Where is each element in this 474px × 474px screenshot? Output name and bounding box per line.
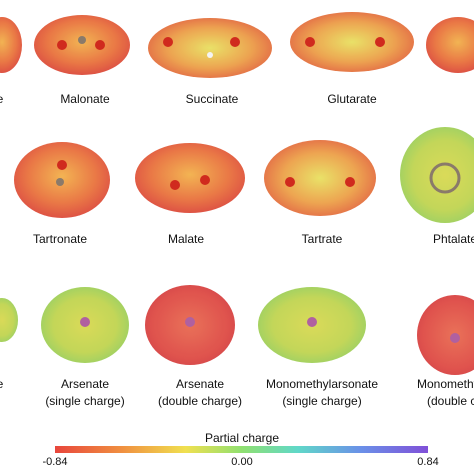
molecule-label: Malonate (60, 92, 110, 106)
molecule (400, 127, 474, 223)
molecule-label: Succinate (186, 92, 239, 106)
molecule-label: Monomethylarsonate (266, 377, 378, 391)
atoms (56, 36, 461, 343)
molecule (148, 18, 272, 78)
molecule-label: (single charge) (45, 394, 124, 408)
atom (80, 317, 90, 327)
molecule (0, 298, 18, 342)
molecule-label: Malate (168, 232, 204, 246)
atom (170, 180, 180, 190)
atom (185, 317, 195, 327)
molecule-label: (single charge) (282, 394, 361, 408)
atom (375, 37, 385, 47)
colorbar-title: Partial charge (205, 431, 279, 445)
molecule-label: Glutarate (327, 92, 377, 106)
molecule (417, 295, 474, 375)
molecule-label: Arsenate (61, 377, 109, 391)
molecule-label: Arsenate (176, 377, 224, 391)
atom (345, 177, 355, 187)
atom (450, 333, 460, 343)
atom (305, 37, 315, 47)
molecule-label: Tartrate (302, 232, 343, 246)
atom (57, 160, 67, 170)
atom (78, 36, 86, 44)
colorbar-tick: 0.00 (231, 456, 252, 468)
molecule (264, 140, 376, 216)
molecules (0, 12, 474, 375)
molecule-label: e (0, 377, 4, 391)
molecule (34, 15, 130, 75)
molecule-label: Monomethylar (417, 377, 474, 391)
ring (429, 162, 461, 194)
molecule-label: e (0, 92, 4, 106)
colorbar (55, 446, 428, 453)
colorbar-tick: 0.84 (417, 456, 438, 468)
atom (95, 40, 105, 50)
molecule-label: Tartronate (33, 232, 87, 246)
molecule (426, 17, 474, 73)
atom (57, 40, 67, 50)
atom (230, 37, 240, 47)
atom (200, 175, 210, 185)
molecule (290, 12, 414, 72)
colorbar-tick: -0.84 (42, 456, 67, 468)
atom (207, 52, 213, 58)
molecule-label: Phtalate (433, 232, 474, 246)
atom (285, 177, 295, 187)
molecule-label: (double charge) (158, 394, 242, 408)
molecule-label: (double ch (427, 394, 474, 408)
molecule (0, 17, 22, 73)
labels: e Malonate Succinate Glutarate Tartronate Mal… (0, 92, 474, 408)
atom (56, 178, 64, 186)
atom (163, 37, 173, 47)
atom (307, 317, 317, 327)
molecule (135, 143, 245, 213)
